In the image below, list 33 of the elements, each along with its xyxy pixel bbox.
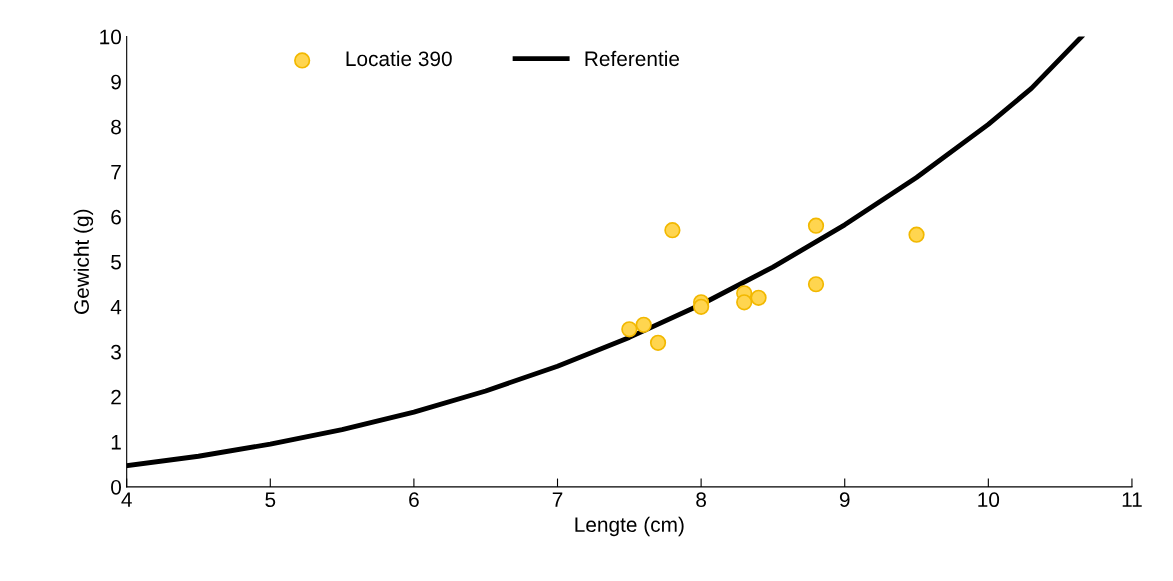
- x-tick-label: 11: [1122, 492, 1142, 507]
- x-tick-label: 4: [121, 492, 132, 507]
- point: [635, 316, 652, 333]
- x-tick-label: 8: [696, 492, 707, 508]
- point: [649, 334, 667, 351]
- x-tick-label: 9: [839, 492, 850, 508]
- y-tick-label: 9: [111, 74, 121, 90]
- y-tick-label: 0: [111, 479, 122, 495]
- point: [693, 298, 710, 315]
- y-tick-label: 7: [111, 164, 121, 180]
- y-tick-label: 6: [111, 209, 121, 225]
- point: [908, 226, 925, 243]
- y-tick-label: 3: [111, 344, 121, 360]
- y-tick-label: 5: [111, 254, 121, 270]
- x-axis-title: Lengte (cm): [575, 516, 684, 537]
- point: [750, 289, 767, 306]
- legend-label: Referentie: [585, 50, 680, 67]
- legend-label: Locatie 390: [346, 50, 452, 67]
- y-axis-title: Gewicht (g): [73, 209, 94, 314]
- y-tick-label: 2: [111, 389, 121, 405]
- y-tick-label: 4: [110, 299, 122, 315]
- point: [664, 222, 681, 239]
- x-tick-label: 7: [552, 492, 563, 507]
- x-tick-label: 6: [409, 492, 419, 508]
- point: [807, 276, 825, 293]
- x-tick-label: 10: [978, 492, 1000, 508]
- y-tick-label: 8: [111, 119, 121, 135]
- y-tick-label: 10: [100, 29, 122, 45]
- point: [807, 217, 825, 234]
- point: [621, 321, 638, 338]
- x-tick-label: 5: [265, 492, 276, 508]
- point: [736, 294, 753, 311]
- y-tick-label: 1: [111, 435, 121, 450]
